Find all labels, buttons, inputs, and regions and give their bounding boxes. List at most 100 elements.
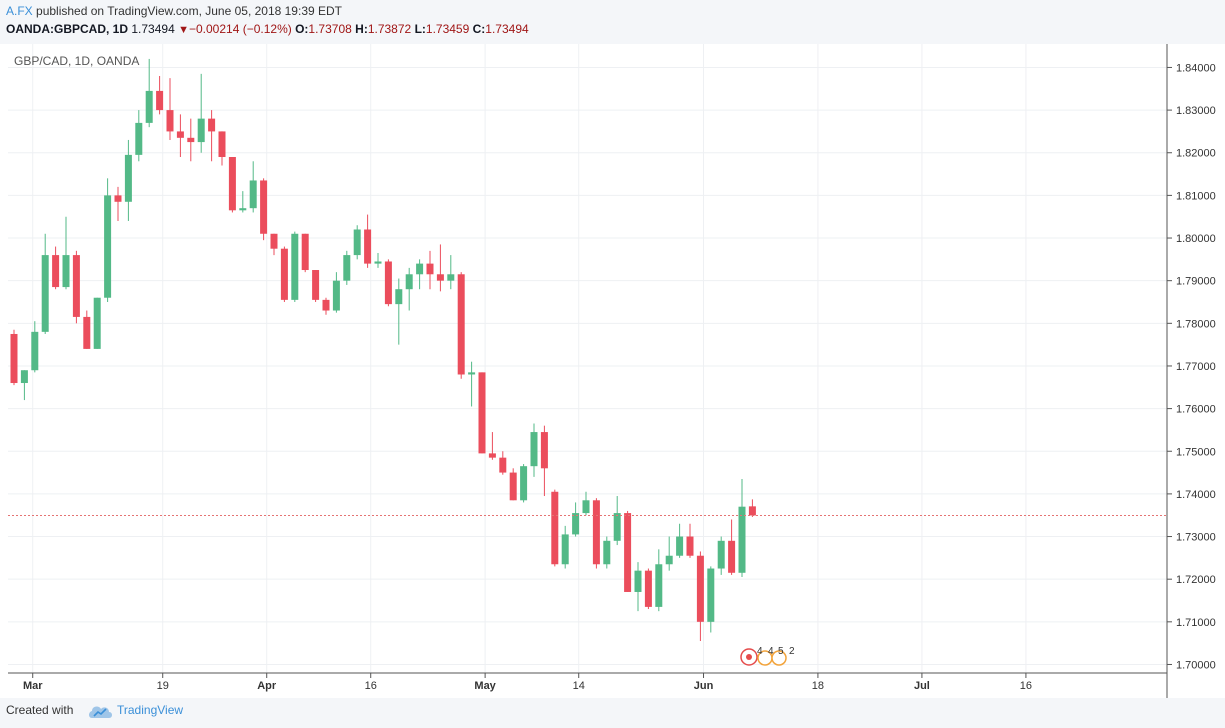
candle-body <box>582 500 590 514</box>
candle <box>145 58 153 128</box>
price-tick-label: 1.72000 <box>1176 574 1216 586</box>
candle-body <box>540 432 548 469</box>
price-tick-label: 1.83000 <box>1176 105 1216 117</box>
candle-body <box>93 297 101 349</box>
author-link[interactable]: A.FX <box>6 4 33 18</box>
candle <box>166 78 174 140</box>
time-tick-label: 16 <box>1020 680 1032 692</box>
time-tick-label: 14 <box>573 680 585 692</box>
candle-body <box>748 506 756 516</box>
candle <box>343 250 351 285</box>
candle-body <box>530 432 538 467</box>
low-label: L: <box>414 22 426 36</box>
time-tick-label: May <box>474 680 496 692</box>
candle-body <box>343 255 351 281</box>
candle-body <box>551 491 559 565</box>
ohlc-line: OANDA:GBPCAD, 1D 1.73494 ▼−0.00214 (−0.1… <box>6 22 529 36</box>
price-tick-label: 1.71000 <box>1176 617 1216 629</box>
price-tick-label: 1.75000 <box>1176 446 1216 458</box>
candle-body <box>145 90 153 123</box>
price-tick-label: 1.77000 <box>1176 361 1216 373</box>
candle-body <box>478 372 486 454</box>
candle-body <box>114 195 122 202</box>
candle-body <box>62 255 70 288</box>
candle-body <box>644 570 652 607</box>
published-text: published on TradingView.com, June 05, 2… <box>36 4 342 18</box>
event-count: 4 <box>768 646 774 657</box>
candle <box>301 233 309 273</box>
candle-body <box>457 274 465 375</box>
created-with-text: Created with <box>6 703 74 717</box>
candle <box>395 278 403 345</box>
events-marker[interactable]: 4 4 5 2 <box>740 646 795 666</box>
candle <box>436 244 444 292</box>
candle <box>447 255 455 290</box>
time-tick-label: Apr <box>257 680 277 692</box>
candle <box>509 468 517 501</box>
candle-body <box>52 255 60 288</box>
event-count: 4 <box>757 646 763 657</box>
candle <box>332 272 340 313</box>
candle <box>686 523 694 558</box>
candle <box>540 425 548 497</box>
candle <box>665 536 673 571</box>
candle-body <box>10 333 18 384</box>
candle-body <box>405 274 413 290</box>
maple-dot <box>746 654 752 660</box>
candle <box>530 423 538 477</box>
candle-body <box>447 274 455 281</box>
candlestick-chart[interactable]: 1.84000 1.83000 1.82000 1.81000 1.80000 1.790… <box>0 44 1225 698</box>
candle <box>72 250 80 324</box>
candle-body <box>395 289 403 305</box>
candle-body <box>208 118 216 132</box>
time-tick-label: Jun <box>694 680 714 692</box>
candle <box>613 496 621 546</box>
event-bubble-icon[interactable] <box>771 650 787 666</box>
candle <box>260 178 268 241</box>
candle-body <box>572 513 580 535</box>
candle <box>135 110 143 162</box>
chart-header: A.FX published on TradingView.com, June … <box>0 0 1225 44</box>
candle-body <box>603 540 611 565</box>
high-label: H: <box>355 22 368 36</box>
time-tick-label: Mar <box>23 680 43 692</box>
candle <box>624 510 632 592</box>
candle <box>312 270 320 302</box>
candle-body <box>280 248 288 300</box>
candle-body <box>624 513 632 592</box>
tradingview-cloud-icon[interactable] <box>88 701 114 723</box>
candle-body <box>135 122 143 155</box>
candle <box>228 157 236 213</box>
price-tick-label: 1.82000 <box>1176 148 1216 160</box>
candle-body <box>197 118 205 143</box>
event-count: 5 <box>778 646 784 657</box>
candle-body <box>312 270 320 300</box>
candle <box>52 246 60 290</box>
grid <box>32 44 1027 673</box>
candle <box>572 502 580 537</box>
down-triangle-icon: ▼ <box>178 24 189 36</box>
symbol-label: OANDA:GBPCAD, 1D <box>6 22 129 36</box>
candle <box>114 186 122 221</box>
candle <box>384 259 392 307</box>
candle-body <box>228 157 236 211</box>
event-count: 2 <box>789 646 795 657</box>
candle <box>738 478 746 578</box>
candle <box>41 233 49 334</box>
tradingview-brand[interactable]: TradingView <box>117 703 184 717</box>
candle <box>634 562 642 612</box>
candle-body <box>728 540 736 573</box>
candle <box>728 519 736 575</box>
chart-area[interactable]: 1.84000 1.83000 1.82000 1.81000 1.80000 1.790… <box>0 44 1225 698</box>
price-tick-label: 1.79000 <box>1176 276 1216 288</box>
candle-body <box>717 540 725 569</box>
candle-body <box>520 466 528 501</box>
close-value: 1.73494 <box>485 22 529 36</box>
candle-body <box>41 255 49 332</box>
candle <box>218 131 226 166</box>
candle-body <box>166 110 174 132</box>
candle-body <box>239 208 247 211</box>
footer: Created with TradingView <box>0 698 1225 728</box>
time-axis-labels: Mar 19 Apr 16 May 14 Jun 18 Jul 16 <box>23 673 1032 692</box>
candle <box>239 191 247 213</box>
